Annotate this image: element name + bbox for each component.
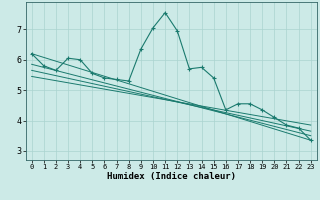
- X-axis label: Humidex (Indice chaleur): Humidex (Indice chaleur): [107, 172, 236, 181]
